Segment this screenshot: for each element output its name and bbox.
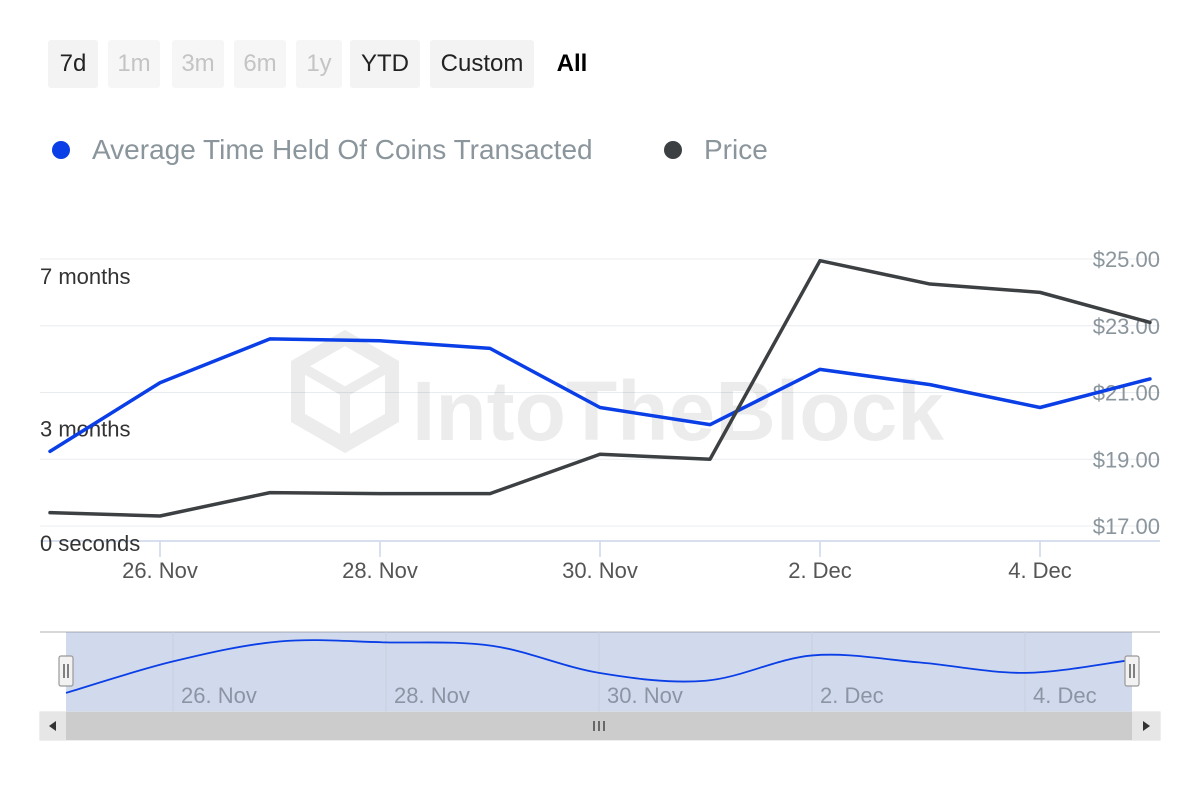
x-tick-label: 4. Dec	[1008, 558, 1072, 583]
y-right-tick-label: $25.00	[1093, 247, 1160, 272]
navigator: 26. Nov 28. Nov 30. Nov 2. Dec 4. Dec	[39, 631, 1161, 741]
range-ytd-button[interactable]: YTD	[350, 40, 420, 88]
legend-label-price: Price	[704, 134, 768, 165]
x-tick-label: 2. Dec	[788, 558, 852, 583]
range-7d-button[interactable]: 7d	[48, 40, 98, 88]
x-tick-label: 30. Nov	[562, 558, 638, 583]
y-left-tick-label: 0 seconds	[40, 531, 140, 556]
navigator-scrollbar	[39, 711, 1161, 741]
navigator-left-handle[interactable]	[58, 655, 74, 687]
watermark-text: IntoTheBlock	[412, 364, 944, 458]
range-all-button[interactable]: All	[544, 40, 600, 88]
navigator-tick-label: 30. Nov	[607, 683, 683, 708]
legend-dot-price	[664, 141, 682, 159]
navigator-right-handle[interactable]	[1124, 655, 1140, 687]
range-1y-button[interactable]: 1y	[296, 40, 342, 88]
handle-body	[58, 655, 74, 687]
watermark-logo-inner	[295, 360, 395, 445]
y-right-axis-labels: $17.00$19.00$21.00$23.00$25.00	[1093, 247, 1160, 539]
navigator-series-line	[65, 639, 1133, 694]
y-left-tick-label: 7 months	[40, 264, 131, 289]
y-right-tick-label: $17.00	[1093, 514, 1160, 539]
range-3m-button[interactable]: 3m	[172, 40, 224, 88]
navigator-tick-label: 28. Nov	[394, 683, 470, 708]
series-line-avg-time-held	[48, 337, 1152, 454]
navigator-tick-label: 4. Dec	[1033, 683, 1097, 708]
x-axis-ticks: 26. Nov 28. Nov 30. Nov 2. Dec 4. Dec	[122, 541, 1072, 583]
navigator-tick-label: 2. Dec	[820, 683, 884, 708]
handle-body	[1124, 655, 1140, 687]
x-tick-label: 26. Nov	[122, 558, 198, 583]
range-1m-button[interactable]: 1m	[108, 40, 160, 88]
range-custom-button[interactable]: Custom	[430, 40, 534, 88]
legend-dot-avg-time-held	[52, 141, 70, 159]
y-right-tick-label: $19.00	[1093, 447, 1160, 472]
watermark: IntoTheBlock	[291, 329, 944, 458]
y-right-tick-label: $23.00	[1093, 314, 1160, 339]
triangle-left-icon	[49, 721, 56, 731]
x-tick-label: 28. Nov	[342, 558, 418, 583]
watermark-logo-icon	[291, 329, 399, 454]
range-6m-button[interactable]: 6m	[234, 40, 286, 88]
series-line-price	[48, 258, 1152, 518]
triangle-right-icon	[1143, 721, 1150, 731]
legend-label-avg-time-held: Average Time Held Of Coins Transacted	[92, 134, 593, 165]
legend-item-avg-time-held[interactable]: Average Time Held Of Coins Transacted	[52, 130, 593, 170]
navigator-tick-label: 26. Nov	[181, 683, 257, 708]
legend-item-price[interactable]: Price	[664, 130, 768, 170]
